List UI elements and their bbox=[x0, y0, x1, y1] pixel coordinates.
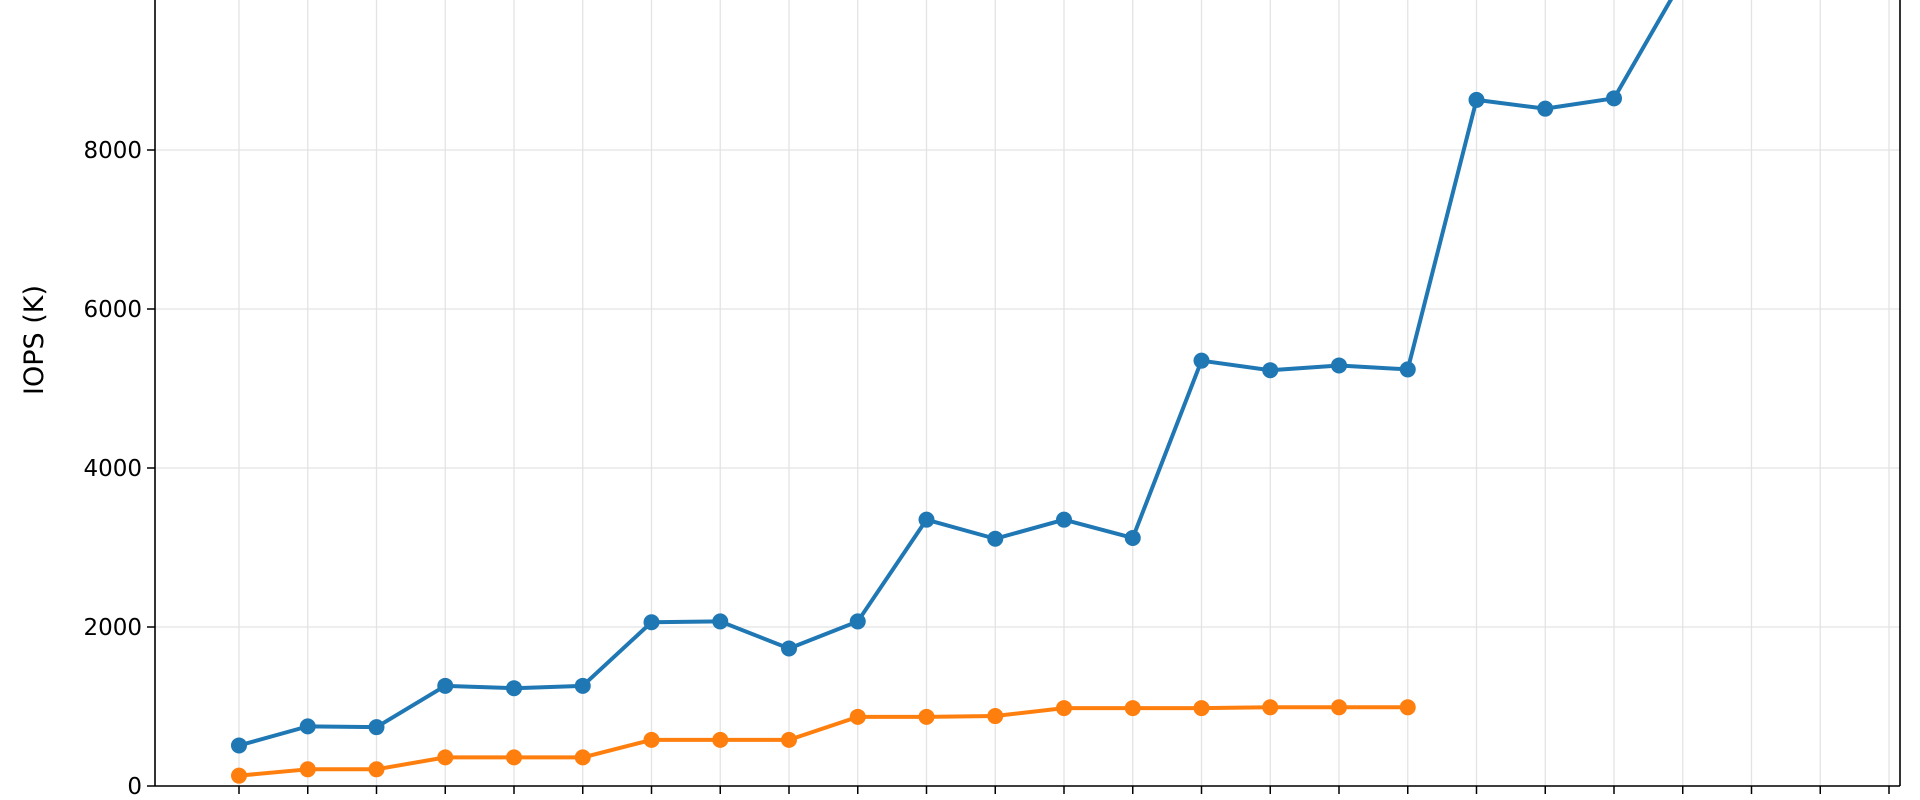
y-tick-label: 10000 bbox=[69, 0, 142, 5]
data-point-series-2 bbox=[643, 731, 660, 748]
data-point-series-2 bbox=[849, 708, 866, 725]
data-point-series-2 bbox=[1399, 699, 1416, 716]
data-point-series-2 bbox=[574, 749, 591, 766]
data-point-series-2 bbox=[1331, 699, 1347, 716]
data-point-series-1 bbox=[1537, 100, 1554, 117]
data-point-series-1 bbox=[987, 530, 1004, 547]
data-point-series-2 bbox=[918, 708, 935, 725]
data-point-series-1 bbox=[1056, 511, 1072, 528]
x-axis-ticks bbox=[238, 786, 1890, 794]
data-point-series-1 bbox=[1331, 357, 1347, 374]
data-point-series-2 bbox=[368, 761, 385, 778]
data-point-series-2 bbox=[506, 749, 522, 766]
y-axis-label: IOPS (K) bbox=[19, 285, 50, 395]
series-line-1 bbox=[238, 0, 1673, 748]
y-tick-label: 4000 bbox=[83, 456, 142, 482]
data-point-series-1 bbox=[368, 719, 385, 736]
data-point-series-1 bbox=[712, 613, 729, 630]
data-point-series-1 bbox=[849, 613, 866, 630]
grid-lines bbox=[155, 0, 1900, 787]
data-point-series-1 bbox=[1262, 362, 1279, 379]
y-axis-ticks: 0 2000 4000 6000 8000 10000 bbox=[69, 0, 155, 800]
data-point-series-1 bbox=[299, 718, 316, 735]
data-point-series-2 bbox=[1262, 699, 1279, 716]
data-point-series-1 bbox=[574, 677, 591, 694]
data-point-series-2 bbox=[299, 761, 316, 778]
data-point-series-1 bbox=[1193, 352, 1210, 369]
y-tick-label: 2000 bbox=[83, 615, 142, 641]
data-point-series-1 bbox=[918, 511, 935, 528]
data-point-series-2 bbox=[1193, 700, 1210, 717]
y-tick-label: 0 bbox=[127, 774, 142, 800]
data-point-series-1 bbox=[506, 680, 522, 697]
data-point-series-2 bbox=[1124, 700, 1141, 717]
y-tick-label: 8000 bbox=[83, 138, 142, 164]
data-point-series-1 bbox=[231, 737, 247, 754]
data-point-series-2 bbox=[231, 767, 247, 784]
data-point-series-1 bbox=[781, 640, 797, 657]
series-group bbox=[231, 0, 1673, 784]
data-point-series-1 bbox=[1124, 529, 1141, 546]
data-point-series-2 bbox=[781, 731, 797, 748]
data-point-series-2 bbox=[712, 731, 729, 748]
data-point-series-2 bbox=[437, 749, 454, 766]
data-point-series-1 bbox=[1468, 91, 1485, 108]
data-point-series-1 bbox=[1606, 90, 1622, 107]
data-point-series-2 bbox=[1056, 700, 1072, 717]
axes bbox=[154, 0, 1901, 787]
data-point-series-2 bbox=[987, 708, 1004, 725]
data-point-series-1 bbox=[437, 677, 454, 694]
series-line-2 bbox=[238, 705, 1408, 778]
data-point-series-1 bbox=[643, 614, 660, 631]
y-tick-label: 6000 bbox=[83, 297, 142, 323]
data-point-series-1 bbox=[1399, 361, 1416, 378]
